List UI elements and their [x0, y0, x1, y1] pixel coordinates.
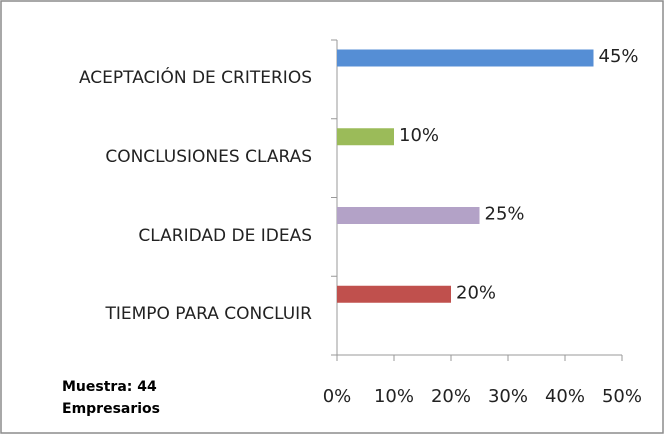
bar [337, 285, 451, 303]
x-tick-label: 20% [431, 386, 471, 407]
category-label: TIEMPO PARA CONCLUIR [105, 304, 312, 325]
category-label: CLARIDAD DE IDEAS [138, 225, 312, 246]
annotation: Muestra: 44 Empresarios [62, 379, 161, 417]
category-label: ACEPTACIÓN DE CRITERIOS [78, 68, 312, 88]
x-tick-label: 0% [323, 386, 352, 407]
x-tick-label: 40% [545, 386, 585, 407]
bar [337, 207, 480, 224]
bar [337, 128, 394, 146]
x-tick-label: 30% [488, 386, 528, 407]
x-tick-label: 50% [602, 386, 642, 407]
data-label: 45% [599, 46, 639, 67]
x-tick-label: 10% [374, 386, 414, 407]
bar [337, 49, 594, 67]
data-label: 25% [485, 204, 525, 225]
data-label: 20% [456, 282, 496, 303]
data-label: 10% [399, 125, 439, 146]
category-label: CONCLUSIONES CLARAS [105, 146, 312, 167]
